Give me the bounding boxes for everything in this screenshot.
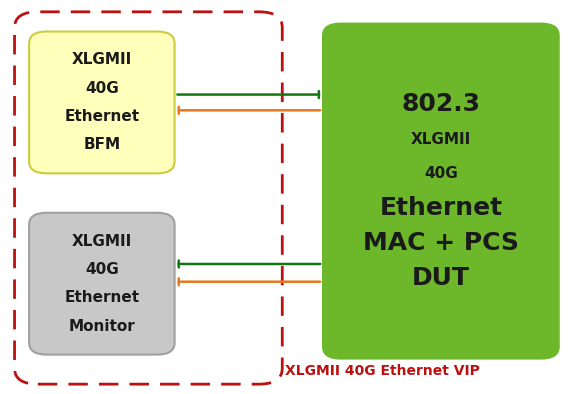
Text: 40G: 40G (85, 262, 119, 277)
Text: Ethernet: Ethernet (64, 109, 140, 124)
Text: XLGMII 40G Ethernet VIP: XLGMII 40G Ethernet VIP (285, 364, 480, 378)
Text: 802.3: 802.3 (402, 93, 480, 116)
Text: Monitor: Monitor (69, 319, 135, 334)
Text: 40G: 40G (85, 81, 119, 96)
Text: XLGMII: XLGMII (72, 234, 132, 249)
Text: 40G: 40G (424, 166, 457, 181)
FancyBboxPatch shape (29, 32, 175, 173)
Text: XLGMII: XLGMII (411, 132, 471, 147)
Text: MAC + PCS: MAC + PCS (363, 231, 519, 255)
Text: Ethernet: Ethernet (64, 290, 140, 305)
FancyBboxPatch shape (323, 24, 559, 359)
FancyBboxPatch shape (29, 213, 175, 355)
Text: DUT: DUT (412, 266, 470, 290)
Text: Ethernet: Ethernet (379, 197, 502, 220)
Text: BFM: BFM (83, 138, 120, 152)
Text: XLGMII: XLGMII (72, 52, 132, 67)
